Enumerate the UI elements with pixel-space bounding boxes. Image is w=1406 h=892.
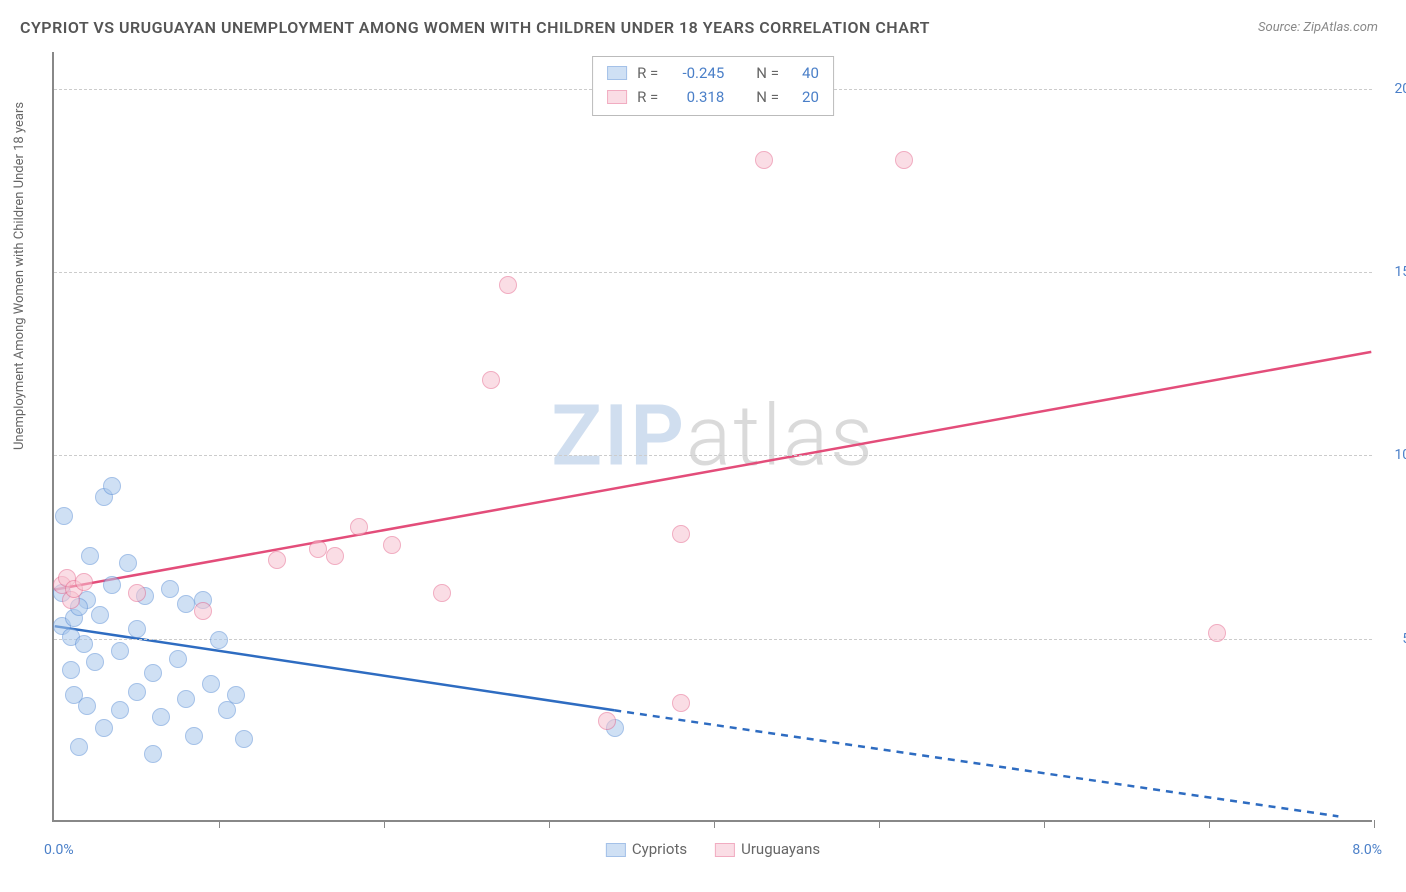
scatter-point — [95, 719, 113, 737]
legend-correlation: R = -0.245 N = 40 R = 0.318 N = 20 — [592, 56, 834, 116]
n-value: 20 — [789, 85, 819, 109]
scatter-point — [482, 371, 500, 389]
scatter-point — [75, 635, 93, 653]
scatter-point — [169, 650, 187, 668]
gridline — [54, 639, 1372, 640]
r-label: R = — [637, 61, 658, 85]
legend-label: Uruguayans — [741, 840, 820, 858]
scatter-point — [144, 745, 162, 763]
scatter-point — [119, 554, 137, 572]
scatter-point — [383, 536, 401, 554]
scatter-point — [177, 595, 195, 613]
scatter-point — [103, 477, 121, 495]
legend-item: Uruguayans — [715, 840, 820, 858]
legend-row: R = -0.245 N = 40 — [607, 61, 819, 85]
y-tick-label: 15.0% — [1377, 264, 1406, 280]
scatter-point — [499, 276, 517, 294]
scatter-point — [268, 551, 286, 569]
scatter-point — [194, 602, 212, 620]
scatter-point — [433, 584, 451, 602]
scatter-point — [103, 576, 121, 594]
n-value: 40 — [789, 61, 819, 85]
x-tick — [1209, 820, 1210, 828]
scatter-point — [598, 712, 616, 730]
scatter-point — [55, 507, 73, 525]
scatter-point — [210, 631, 228, 649]
trend-lines — [54, 52, 1372, 820]
scatter-point — [144, 664, 162, 682]
x-tick — [879, 820, 880, 828]
x-tick — [1044, 820, 1045, 828]
scatter-point — [227, 686, 245, 704]
scatter-point — [81, 547, 99, 565]
scatter-point — [235, 730, 253, 748]
scatter-point — [70, 738, 88, 756]
scatter-point — [91, 606, 109, 624]
scatter-point — [128, 620, 146, 638]
scatter-point — [62, 661, 80, 679]
legend-swatch — [607, 90, 627, 104]
y-tick-label: 10.0% — [1377, 447, 1406, 463]
r-label: R = — [637, 85, 658, 109]
scatter-point — [185, 727, 203, 745]
x-tick — [714, 820, 715, 828]
scatter-point — [111, 642, 129, 660]
scatter-point — [128, 584, 146, 602]
legend-row: R = 0.318 N = 20 — [607, 85, 819, 109]
x-tick — [219, 820, 220, 828]
y-tick-label: 5.0% — [1377, 631, 1406, 647]
n-label: N = — [756, 61, 779, 85]
scatter-point — [75, 573, 93, 591]
scatter-point — [128, 683, 146, 701]
y-axis-label: Unemployment Among Women with Children U… — [12, 102, 27, 450]
legend-swatch — [606, 843, 626, 857]
legend-swatch — [607, 66, 627, 80]
scatter-point — [350, 518, 368, 536]
scatter-point — [78, 697, 96, 715]
watermark: ZIPatlas — [551, 387, 874, 486]
y-tick-label: 20.0% — [1377, 81, 1406, 97]
source-label: Source: ZipAtlas.com — [1258, 20, 1378, 35]
scatter-point — [1208, 624, 1226, 642]
legend-series: Cypriots Uruguayans — [606, 840, 820, 858]
gridline — [54, 272, 1372, 273]
scatter-point — [152, 708, 170, 726]
scatter-point — [672, 694, 690, 712]
scatter-point — [161, 580, 179, 598]
legend-label: Cypriots — [632, 840, 687, 858]
n-label: N = — [756, 85, 779, 109]
r-value: -0.245 — [668, 61, 724, 85]
x-axis-min-label: 0.0% — [44, 842, 74, 858]
r-value: 0.318 — [668, 85, 724, 109]
scatter-point — [86, 653, 104, 671]
x-axis-max-label: 8.0% — [1352, 842, 1382, 858]
x-tick — [549, 820, 550, 828]
scatter-point — [672, 525, 690, 543]
scatter-point — [309, 540, 327, 558]
scatter-point — [895, 151, 913, 169]
legend-swatch — [715, 843, 735, 857]
gridline — [54, 455, 1372, 456]
scatter-point — [755, 151, 773, 169]
legend-item: Cypriots — [606, 840, 687, 858]
scatter-point — [111, 701, 129, 719]
scatter-point — [326, 547, 344, 565]
plot-area: ZIPatlas R =-0.245N =40R =0.318N =20 0.0… — [52, 52, 1372, 822]
x-tick — [384, 820, 385, 828]
chart-title: CYPRIOT VS URUGUAYAN UNEMPLOYMENT AMONG … — [20, 18, 930, 37]
x-tick — [1374, 820, 1375, 828]
scatter-point — [202, 675, 220, 693]
scatter-point — [177, 690, 195, 708]
